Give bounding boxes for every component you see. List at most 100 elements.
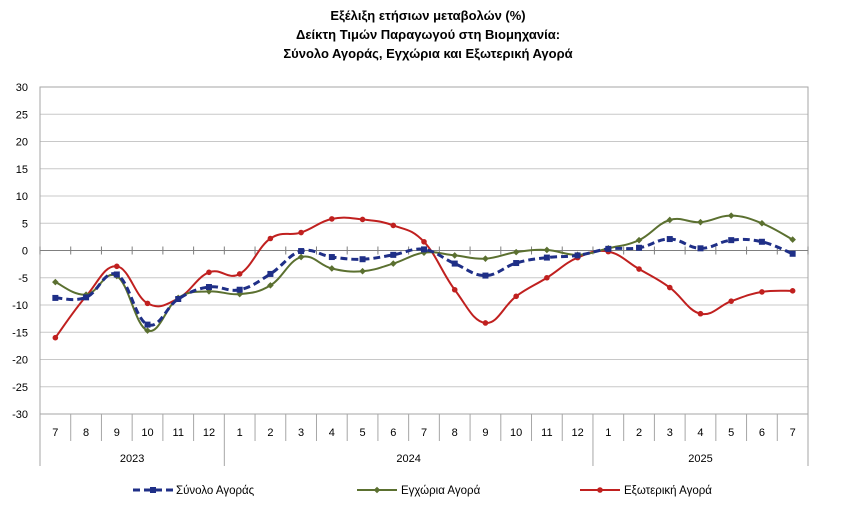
y-tick-label: 15 <box>16 164 28 176</box>
data-point <box>328 265 336 272</box>
x-tick-label-month: 3 <box>667 427 673 439</box>
x-tick-label-month: 4 <box>697 427 703 439</box>
x-tick-label-year: 2025 <box>688 453 712 465</box>
x-tick-label-month: 6 <box>759 427 765 439</box>
data-point <box>52 294 59 301</box>
x-tick-label-month: 5 <box>359 427 365 439</box>
data-point <box>605 245 612 252</box>
data-point <box>451 286 458 293</box>
y-tick-label: 20 <box>16 137 28 149</box>
data-point <box>359 216 366 223</box>
data-point <box>298 229 304 236</box>
x-tick-label-month: 5 <box>728 427 734 439</box>
chart-title: Εξέλιξη ετήσιων μεταβολών (%) Δείκτη Τιμ… <box>283 8 572 61</box>
y-tick-label: -30 <box>12 409 28 421</box>
legend-label: Σύνολο Αγοράς <box>176 485 255 497</box>
data-point <box>267 282 274 289</box>
series-2 <box>52 216 796 341</box>
data-point <box>114 263 120 270</box>
x-tick-label-month: 7 <box>790 427 796 439</box>
data-point <box>236 271 243 277</box>
x-tick-label-month: 2 <box>636 427 642 439</box>
data-point <box>482 255 489 262</box>
y-tick-label: 25 <box>16 109 28 121</box>
y-tick-label: -20 <box>12 355 28 367</box>
x-tick-label-month: 12 <box>203 427 215 439</box>
x-tick-label-month: 7 <box>421 427 427 439</box>
x-tick-label-month: 6 <box>390 427 396 439</box>
y-tick-label: 10 <box>16 191 28 203</box>
data-point <box>52 334 59 341</box>
data-point <box>329 216 335 222</box>
data-point <box>544 274 550 281</box>
legend: Σύνολο Αγοράς Εγχώρια Αγορά Εξωτερική Αγορ… <box>133 485 712 497</box>
data-point <box>758 219 766 227</box>
data-point <box>328 254 335 261</box>
data-point <box>359 267 366 275</box>
legend-label: Εγχώρια Αγορά <box>401 485 481 497</box>
data-point <box>666 236 673 243</box>
legend-item: Σύνολο Αγοράς <box>133 485 255 497</box>
x-tick-label-month: 1 <box>605 427 611 439</box>
x-tick-label-month: 4 <box>329 427 335 439</box>
y-tick-label: 5 <box>22 218 28 230</box>
data-point <box>113 271 120 278</box>
data-point <box>206 269 212 276</box>
y-tick-label: -10 <box>12 300 28 312</box>
data-point <box>389 260 397 267</box>
x-tick-label-month: 12 <box>571 427 583 439</box>
chart-title-line-3: Σύνολο Αγοράς, Εγχώρια και Εξωτερική Αγο… <box>283 46 572 61</box>
x-tick-label-month: 1 <box>237 427 243 439</box>
data-point <box>144 327 151 334</box>
legend-swatch-marker <box>597 487 603 493</box>
data-point <box>390 222 397 229</box>
x-tick-label-month: 8 <box>452 427 458 439</box>
data-point <box>451 252 459 259</box>
data-point <box>390 251 397 258</box>
data-point <box>635 236 643 244</box>
data-point <box>236 286 243 293</box>
x-tick-label-year: 2023 <box>120 453 144 465</box>
series-0 <box>52 236 796 328</box>
data-point <box>543 254 550 261</box>
data-point <box>298 248 305 255</box>
data-point <box>482 272 489 279</box>
data-point <box>297 253 305 261</box>
data-point <box>636 244 643 251</box>
x-tick-label-month: 11 <box>541 427 552 439</box>
data-point <box>205 284 212 291</box>
data-point <box>175 296 182 303</box>
x-tick-label-month: 2 <box>267 427 273 439</box>
data-point <box>482 320 489 326</box>
data-point <box>789 288 796 294</box>
data-point <box>421 238 427 245</box>
x-tick-label-month: 8 <box>83 427 89 439</box>
data-point <box>83 294 90 301</box>
y-tick-label: 30 <box>16 82 28 94</box>
data-point <box>697 245 704 252</box>
data-point <box>574 252 581 259</box>
data-point <box>789 250 796 257</box>
y-tick-label: 0 <box>22 246 28 258</box>
legend-label: Εξωτερική Αγορά <box>624 485 712 497</box>
y-tick-label: -5 <box>18 273 28 285</box>
x-tick-label-month: 9 <box>482 427 488 439</box>
x-tick-label-month: 11 <box>173 427 184 439</box>
data-point <box>359 256 366 263</box>
legend-item: Εγχώρια Αγορά <box>357 485 481 497</box>
legend-item: Εξωτερική Αγορά <box>580 485 712 497</box>
legend-swatch-marker <box>373 486 381 494</box>
data-point <box>697 310 704 317</box>
data-point <box>267 270 274 277</box>
data-point <box>52 278 59 286</box>
series-1 <box>52 212 796 334</box>
x-tick-label-month: 9 <box>114 427 120 439</box>
data-point <box>728 237 735 244</box>
x-tick-label-month: 7 <box>52 427 58 439</box>
data-point <box>236 290 243 298</box>
x-tick-label-month: 10 <box>510 427 522 439</box>
data-point <box>144 300 151 307</box>
data-point <box>728 298 734 304</box>
